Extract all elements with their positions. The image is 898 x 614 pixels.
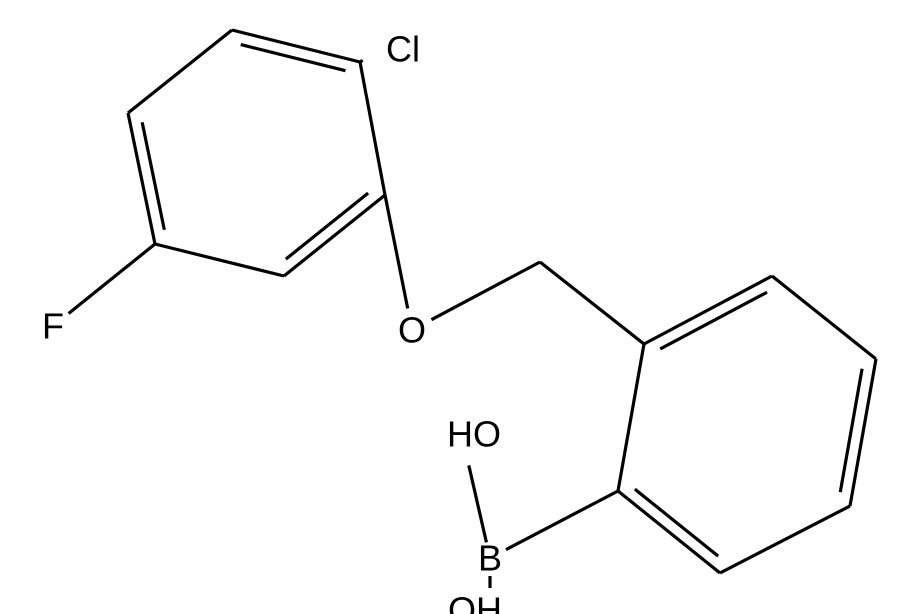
bond-line (540, 262, 644, 344)
atom-label-O3: OH (448, 590, 502, 614)
bond-line (284, 195, 385, 276)
atom-label-Cl: Cl (386, 29, 420, 70)
bond-line (635, 489, 718, 556)
atom-label-O1: O (398, 310, 426, 351)
bond-line (431, 262, 540, 320)
bond-line (720, 506, 850, 573)
bond-line (142, 122, 164, 229)
bond-line (241, 45, 346, 71)
bond-line (840, 369, 862, 492)
atom-label-O2: HO (447, 414, 501, 455)
bond-line (155, 244, 284, 276)
bond-line (644, 276, 772, 344)
bond-line (850, 359, 876, 506)
atom-label-F: F (42, 306, 64, 347)
bond-line (360, 60, 363, 62)
bond-line (469, 465, 487, 542)
bond-line (385, 195, 408, 308)
bond-line (128, 30, 232, 113)
bond-line (618, 491, 720, 573)
bond-line (360, 62, 385, 195)
molecule-canvas: Cl F O B HO OH (0, 0, 898, 614)
atom-label-B: B (478, 538, 502, 579)
bond-line (772, 276, 876, 359)
bond-line (69, 244, 155, 313)
bond-line (506, 491, 618, 550)
bond-line (618, 344, 644, 491)
bond-line (286, 193, 368, 259)
bond-line (660, 292, 767, 349)
bond-line (128, 113, 155, 244)
